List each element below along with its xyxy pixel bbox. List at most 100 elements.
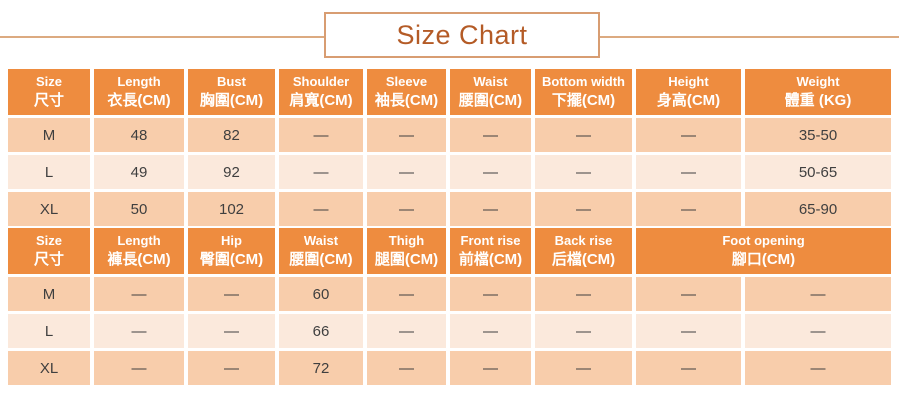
column-header-zh: 褲長(CM)	[107, 250, 171, 268]
col-header-shoulder: Shoulder 肩寬(CM)	[279, 69, 363, 115]
table-cell: —	[367, 351, 446, 385]
table-cell: M	[8, 118, 90, 152]
table-cell: —	[636, 155, 741, 189]
column-header-zh: 肩寬(CM)	[289, 91, 353, 109]
table-cell: 60	[279, 277, 363, 311]
table-cell: —	[367, 314, 446, 348]
col-header-back-rise: Back rise 后檔(CM)	[535, 228, 632, 274]
column-header-en: Front rise	[460, 232, 521, 248]
column-header-zh: 尺寸	[33, 91, 64, 109]
col-header-foot-opening: Foot opening 腳口(CM)	[636, 228, 891, 274]
table-cell: 35-50	[745, 118, 891, 152]
col-header-hip: Hip 臀圍(CM)	[188, 228, 275, 274]
bottoms-header-row: Size 尺寸 Length 褲長(CM) Hip 臀圍(CM) Waist 腰圍(CM…	[8, 228, 891, 274]
column-header-en: Thigh	[388, 232, 425, 248]
table-cell: M	[8, 277, 90, 311]
column-header-en: Hip	[221, 232, 242, 248]
table-cell: —	[535, 118, 632, 152]
col-header-length: Length 衣長(CM)	[94, 69, 184, 115]
size-row-l: L — — 66 — — — — —	[8, 314, 891, 348]
table-cell: —	[367, 277, 446, 311]
table-cell: —	[367, 192, 446, 226]
table-cell: —	[279, 192, 363, 226]
column-header-zh: 身高(CM)	[656, 91, 721, 109]
table-cell: —	[535, 155, 632, 189]
table-cell: —	[636, 351, 741, 385]
size-row-l: L 49 92 — — — — — 50-65	[8, 155, 891, 189]
column-header-en: Weight	[796, 73, 840, 89]
column-header-en: Sleeve	[385, 73, 428, 89]
col-header-waist: Waist 腰圍(CM)	[450, 69, 531, 115]
table-cell: —	[367, 118, 446, 152]
title-band: Size Chart	[0, 0, 899, 66]
page-title: Size Chart	[396, 19, 528, 50]
table-cell: —	[279, 118, 363, 152]
col-header-height: Height 身高(CM)	[636, 69, 741, 115]
col-header-size: Size 尺寸	[8, 228, 90, 274]
table-cell: —	[636, 314, 741, 348]
column-header-zh: 前檔(CM)	[458, 250, 523, 268]
column-header-zh: 腰圍(CM)	[458, 91, 523, 109]
table-cell: L	[8, 155, 90, 189]
table-cell: —	[745, 351, 891, 385]
table-cell: 49	[94, 155, 184, 189]
column-header-en: Foot opening	[722, 232, 805, 248]
column-header-zh: 后檔(CM)	[551, 250, 616, 268]
table-cell: —	[450, 192, 531, 226]
column-header-en: Waist	[473, 73, 508, 89]
table-cell: —	[279, 155, 363, 189]
bottoms-size-table: Size 尺寸 Length 褲長(CM) Hip 臀圍(CM) Waist 腰圍(CM…	[4, 225, 895, 388]
column-header-zh: 臀圍(CM)	[199, 250, 264, 268]
col-header-sleeve: Sleeve 袖長(CM)	[367, 69, 446, 115]
table-cell: XL	[8, 351, 90, 385]
column-header-en: Height	[668, 73, 709, 89]
column-header-zh: 胸圍(CM)	[199, 91, 264, 109]
col-header-waist: Waist 腰圍(CM)	[279, 228, 363, 274]
column-header-zh: 腿圍(CM)	[374, 250, 439, 268]
table-cell: —	[367, 155, 446, 189]
size-row-m: M — — 60 — — — — —	[8, 277, 891, 311]
column-header-en: Back rise	[554, 232, 613, 248]
table-cell: 48	[94, 118, 184, 152]
table-cell: 65-90	[745, 192, 891, 226]
column-header-en: Waist	[303, 232, 339, 248]
column-header-en: Bottom width	[541, 73, 626, 89]
table-cell: —	[636, 277, 741, 311]
tops-size-table: Size 尺寸 Length 衣長(CM) Bust 胸圍(CM) Shoulder 肩…	[4, 66, 895, 229]
tops-header-row: Size 尺寸 Length 衣長(CM) Bust 胸圍(CM) Shoulder 肩…	[8, 69, 891, 115]
col-header-weight: Weight 體重 (KG)	[745, 69, 891, 115]
column-header-en: Length	[117, 232, 161, 248]
column-header-zh: 腰圍(CM)	[289, 250, 353, 268]
table-cell: —	[450, 351, 531, 385]
col-header-bust: Bust 胸圍(CM)	[188, 69, 275, 115]
table-cell: —	[94, 314, 184, 348]
table-cell: —	[745, 314, 891, 348]
table-cell: —	[636, 192, 741, 226]
size-row-xl: XL 50 102 — — — — — 65-90	[8, 192, 891, 226]
column-header-en: Shoulder	[292, 73, 350, 89]
table-cell: —	[188, 351, 275, 385]
column-header-zh: 體重 (KG)	[784, 91, 852, 109]
table-cell: —	[450, 118, 531, 152]
table-cell: XL	[8, 192, 90, 226]
table-cell: —	[535, 351, 632, 385]
size-row-xl: XL — — 72 — — — — —	[8, 351, 891, 385]
table-cell: L	[8, 314, 90, 348]
table-cell: 50	[94, 192, 184, 226]
table-cell: —	[450, 155, 531, 189]
column-header-zh: 衣長(CM)	[107, 91, 171, 109]
table-cell: —	[94, 277, 184, 311]
table-cell: 50-65	[745, 155, 891, 189]
table-cell: 102	[188, 192, 275, 226]
col-header-length: Length 褲長(CM)	[94, 228, 184, 274]
column-header-en: Size	[35, 232, 62, 248]
column-header-en: Length	[117, 73, 161, 89]
table-cell: 72	[279, 351, 363, 385]
column-header-en: Bust	[217, 73, 246, 89]
col-header-bottom-width: Bottom width 下擺(CM)	[535, 69, 632, 115]
size-row-m: M 48 82 — — — — — 35-50	[8, 118, 891, 152]
column-header-zh: 腳口(CM)	[731, 250, 796, 268]
table-cell: —	[94, 351, 184, 385]
table-cell: —	[535, 192, 632, 226]
